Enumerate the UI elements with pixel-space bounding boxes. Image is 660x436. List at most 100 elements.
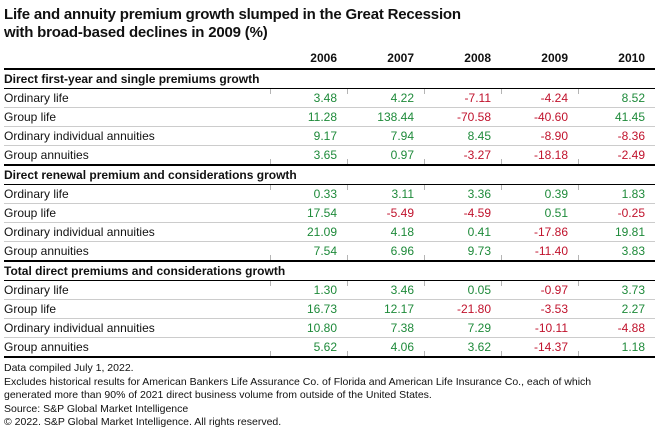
row-label: Group life xyxy=(4,203,270,223)
value-cell: 1.30 xyxy=(270,280,347,300)
row-label: Group annuities xyxy=(4,241,270,262)
value-cell: 19.81 xyxy=(578,222,655,242)
row-label: Group annuities xyxy=(4,337,270,358)
value-cell: 3.62 xyxy=(424,337,501,358)
value-cell: 1.83 xyxy=(578,184,655,204)
table-row: Group annuities 3.65 0.97 -3.27 -18.18 -2.49 xyxy=(4,145,655,166)
section-header: Total direct premiums and considerations… xyxy=(4,260,655,281)
table-row: Group annuities 7.54 6.96 9.73 -11.40 3.83 xyxy=(4,241,655,262)
section-header: Direct first-year and single premiums gr… xyxy=(4,68,655,89)
value-cell: -4.24 xyxy=(501,88,578,108)
row-label: Ordinary individual annuities xyxy=(4,222,270,242)
value-cell: 4.06 xyxy=(347,337,424,358)
value-cell: 6.96 xyxy=(347,241,424,262)
section-header-row: Direct renewal premium and consideration… xyxy=(4,164,655,185)
footnote: Data compiled July 1, 2022. xyxy=(4,362,134,374)
row-label: Group annuities xyxy=(4,145,270,166)
table-row: Group life 17.54 -5.49 -4.59 0.51 -0.25 xyxy=(4,203,655,223)
value-cell: 12.17 xyxy=(347,299,424,319)
section-header-row: Total direct premiums and considerations… xyxy=(4,260,655,281)
year-column-header: 2009 xyxy=(501,50,578,70)
table-row: Ordinary life 0.33 3.11 3.36 0.39 1.83 xyxy=(4,184,655,204)
footnote: Source: S&P Global Market Intelligence xyxy=(4,402,189,415)
value-cell: -0.97 xyxy=(501,280,578,300)
row-label: Ordinary life xyxy=(4,88,270,108)
value-cell: -7.11 xyxy=(424,88,501,108)
table-row: Ordinary individual annuities 10.80 7.38 7.… xyxy=(4,318,655,338)
year-column-header: 2010 xyxy=(578,50,655,70)
value-cell: 3.83 xyxy=(578,241,655,262)
value-cell: 5.62 xyxy=(270,337,347,358)
value-cell: -70.58 xyxy=(424,107,501,127)
value-cell: 0.33 xyxy=(270,184,347,204)
footnote: © 2022. S&P Global Market Intelligence. … xyxy=(4,416,282,428)
section-header: Direct renewal premium and consideration… xyxy=(4,164,655,185)
table-row: Ordinary individual annuities 9.17 7.94 8.4… xyxy=(4,126,655,146)
corner-cell xyxy=(4,50,270,70)
row-label: Ordinary life xyxy=(4,184,270,204)
value-cell: 3.48 xyxy=(270,88,347,108)
row-label: Group life xyxy=(4,299,270,319)
value-cell: -17.86 xyxy=(501,222,578,242)
footnotes: Data compiled July 1, 2022. Excludes hist… xyxy=(4,362,656,430)
row-label: Ordinary life xyxy=(4,280,270,300)
value-cell: -40.60 xyxy=(501,107,578,127)
table-row: Ordinary individual annuities 21.09 4.18 0.… xyxy=(4,222,655,242)
value-cell: 4.22 xyxy=(347,88,424,108)
footnote: Excludes historical results for American… xyxy=(4,375,592,402)
value-cell: 7.29 xyxy=(424,318,501,338)
row-label: Ordinary individual annuities xyxy=(4,318,270,338)
value-cell: 41.45 xyxy=(578,107,655,127)
table-row: Ordinary life 3.48 4.22 -7.11 -4.24 8.52 xyxy=(4,88,655,108)
value-cell: -8.90 xyxy=(501,126,578,146)
value-cell: -21.80 xyxy=(424,299,501,319)
value-cell: -3.53 xyxy=(501,299,578,319)
value-cell: 0.97 xyxy=(347,145,424,166)
section-header-row: Direct first-year and single premiums gr… xyxy=(4,68,655,89)
value-cell: 9.17 xyxy=(270,126,347,146)
value-cell: 0.39 xyxy=(501,184,578,204)
value-cell: 17.54 xyxy=(270,203,347,223)
value-cell: -5.49 xyxy=(347,203,424,223)
value-cell: 8.52 xyxy=(578,88,655,108)
table-row: Ordinary life 1.30 3.46 0.05 -0.97 3.73 xyxy=(4,280,655,300)
value-cell: 7.94 xyxy=(347,126,424,146)
value-cell: 0.41 xyxy=(424,222,501,242)
value-cell: -10.11 xyxy=(501,318,578,338)
table-row: Group annuities 5.62 4.06 3.62 -14.37 1.18 xyxy=(4,337,655,358)
premium-growth-table: 2006 2007 2008 2009 2010 Direct first-year a… xyxy=(4,50,655,358)
value-cell: -2.49 xyxy=(578,145,655,166)
value-cell: -18.18 xyxy=(501,145,578,166)
value-cell: 138.44 xyxy=(347,107,424,127)
value-cell: -11.40 xyxy=(501,241,578,262)
value-cell: -4.88 xyxy=(578,318,655,338)
value-cell: 11.28 xyxy=(270,107,347,127)
value-cell: -3.27 xyxy=(424,145,501,166)
value-cell: 8.45 xyxy=(424,126,501,146)
value-cell: 0.51 xyxy=(501,203,578,223)
year-column-header: 2007 xyxy=(347,50,424,70)
value-cell: 16.73 xyxy=(270,299,347,319)
value-cell: -8.36 xyxy=(578,126,655,146)
table-row: Group life 11.28 138.44 -70.58 -40.60 41.45 xyxy=(4,107,655,127)
value-cell: 10.80 xyxy=(270,318,347,338)
year-header-row: 2006 2007 2008 2009 2010 xyxy=(4,50,655,70)
value-cell: 3.36 xyxy=(424,184,501,204)
value-cell: 3.46 xyxy=(347,280,424,300)
year-column-header: 2008 xyxy=(424,50,501,70)
value-cell: 7.38 xyxy=(347,318,424,338)
value-cell: 4.18 xyxy=(347,222,424,242)
chart-title: Life and annuity premium growth slumped … xyxy=(4,6,461,41)
row-label: Group life xyxy=(4,107,270,127)
value-cell: -4.59 xyxy=(424,203,501,223)
value-cell: -0.25 xyxy=(578,203,655,223)
value-cell: 1.18 xyxy=(578,337,655,358)
value-cell: 21.09 xyxy=(270,222,347,242)
value-cell: 3.73 xyxy=(578,280,655,300)
year-column-header: 2006 xyxy=(270,50,347,70)
table-row: Group life 16.73 12.17 -21.80 -3.53 2.27 xyxy=(4,299,655,319)
value-cell: -14.37 xyxy=(501,337,578,358)
value-cell: 3.65 xyxy=(270,145,347,166)
value-cell: 7.54 xyxy=(270,241,347,262)
